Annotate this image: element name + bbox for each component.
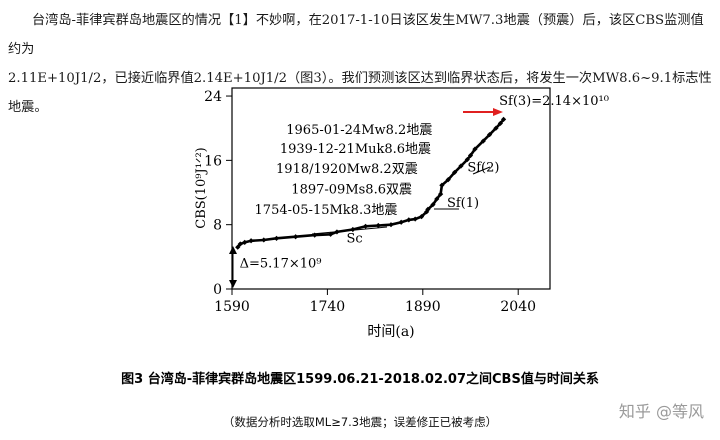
annotation-label: Sf(2) xyxy=(467,161,499,176)
data-point xyxy=(248,238,254,244)
plot-frame xyxy=(231,87,551,290)
annotation-label: 1897-09Ms8.6双震 xyxy=(291,182,412,197)
data-point xyxy=(439,182,445,188)
data-point xyxy=(242,239,248,245)
data-point xyxy=(418,214,425,220)
data-point xyxy=(327,231,334,237)
data-point xyxy=(472,146,478,152)
annotation-label: Sf(1) xyxy=(447,196,479,211)
data-point xyxy=(398,219,404,225)
data-point xyxy=(312,232,318,238)
article-line-1: 台湾岛-菲律宾群岛地震区的情况【1】不妙啊，在2017-1-10日该区发生MW7… xyxy=(8,13,704,57)
data-point xyxy=(375,222,381,229)
data-point xyxy=(425,206,431,213)
data-point xyxy=(500,116,507,122)
data-point xyxy=(235,244,241,250)
data-point xyxy=(438,191,444,197)
data-point xyxy=(486,132,493,138)
annotation-label: Δ=5.17×10⁹ xyxy=(240,256,322,271)
data-point xyxy=(497,120,503,126)
data-point xyxy=(458,163,464,169)
article-text: 台湾岛-菲律宾群岛地震区的情况【1】不妙啊，在2017-1-10日该区发生MW7… xyxy=(8,6,712,122)
y-tick-label: 8 xyxy=(213,218,222,234)
x-axis-label: 时间(a) xyxy=(367,324,414,340)
data-point xyxy=(412,216,418,222)
chart-annotations: Sf(3)=2.14×10¹⁰ 1965-01-24Mw8.2地震 1939-12-… xyxy=(240,94,609,271)
critical-arrowhead xyxy=(493,108,503,116)
delta-arrow-down xyxy=(229,280,237,288)
y-axis-label: CBS(10⁹J¹ᐟ²) xyxy=(194,147,209,228)
x-tick-label: 1590 xyxy=(214,299,250,315)
data-point xyxy=(350,226,356,233)
delta-arrow-up xyxy=(229,246,237,254)
x-tick-label: 1890 xyxy=(405,299,441,315)
x-tick-label: 1740 xyxy=(310,299,346,315)
cbs-time-chart: 1590 1740 1890 2040 0 8 16 24 Sf(3)=2.14×10¹⁰ 19… xyxy=(194,87,609,340)
data-point xyxy=(480,138,486,144)
y-tick-label: 24 xyxy=(204,89,222,105)
data-point xyxy=(261,237,267,243)
figure-note: （数据分析时选取ML≥7.3地震；误差修正已被考虑） xyxy=(222,415,498,429)
data-point xyxy=(334,229,340,235)
annotation-label: 1918/1920Mw8.2双震 xyxy=(276,162,418,177)
cbs-series-points xyxy=(235,116,507,250)
data-point xyxy=(273,235,280,241)
data-point xyxy=(434,196,440,202)
data-point xyxy=(464,156,470,163)
annotation-label: Sc xyxy=(346,231,362,246)
data-point xyxy=(293,234,299,240)
data-point xyxy=(445,177,451,183)
data-point xyxy=(493,125,499,131)
y-tick-label: 0 xyxy=(213,282,222,298)
data-point xyxy=(362,223,369,229)
data-point xyxy=(430,201,436,208)
data-point xyxy=(467,152,474,159)
zhihu-watermark: 知乎 @等风 xyxy=(618,402,704,421)
y-tick-label: 16 xyxy=(204,153,222,169)
annotation-label: 1965-01-24Mw8.2地震 xyxy=(286,123,432,138)
data-point xyxy=(406,217,412,223)
data-point xyxy=(388,222,394,228)
data-point xyxy=(424,209,430,215)
annotation-label: 1754-05-15Mk8.3地震 xyxy=(255,203,398,218)
annotation-label: Sf(3)=2.14×10¹⁰ xyxy=(499,94,609,109)
x-tick-label: 2040 xyxy=(500,299,536,315)
data-point xyxy=(452,169,458,176)
data-point xyxy=(237,241,243,247)
axis-ticks: 1590 1740 1890 2040 0 8 16 24 xyxy=(204,89,536,315)
annotation-label: 1939-12-21Muk8.6地震 xyxy=(280,142,431,157)
figure-caption: 图3 台湾岛-菲律宾群岛地震区1599.06.21-2018.02.07之间CB… xyxy=(121,372,599,387)
sf2-reference-line xyxy=(472,166,491,175)
article-line-2: 2.11E+10J1/2，已接近临界值2.14E+10J1/2（图3）。我们预测… xyxy=(8,71,712,115)
